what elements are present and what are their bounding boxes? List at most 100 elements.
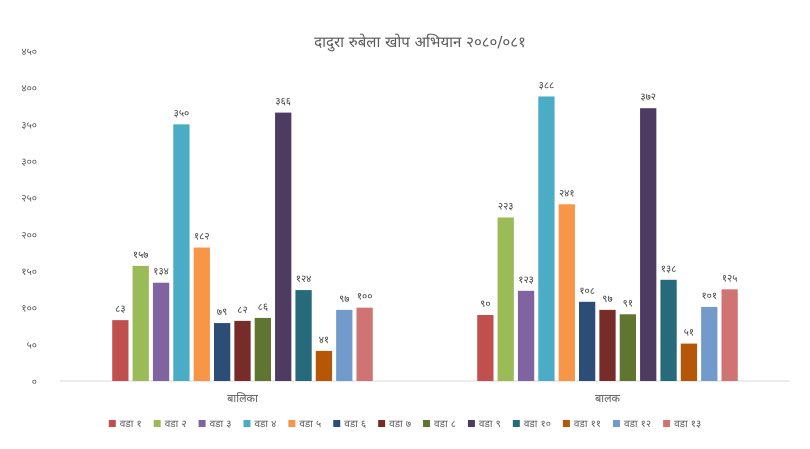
- legend-label: वडा ८: [434, 419, 456, 430]
- data-label: १३८: [661, 264, 677, 275]
- legend-label: वडा १२: [624, 419, 651, 430]
- legend-label: वडा ९: [479, 419, 501, 430]
- legend-swatch: [243, 420, 251, 427]
- y-tick-label: २००: [21, 230, 37, 241]
- legend-item: वडा १०: [512, 419, 551, 430]
- legend-swatch: [108, 420, 116, 427]
- legend-item: वडा १३: [663, 419, 701, 430]
- y-tick-label: ३००: [21, 157, 37, 168]
- legend-item: वडा ९: [467, 419, 501, 430]
- legend-swatch: [333, 420, 341, 427]
- y-tick-label: १००: [21, 304, 37, 315]
- data-label: ९१: [623, 298, 633, 309]
- data-label: १००: [357, 292, 373, 303]
- legend-label: वडा ३: [210, 419, 232, 430]
- bar: [517, 290, 535, 381]
- bar: [152, 282, 170, 381]
- y-tick-label: ४००: [21, 84, 37, 95]
- legend-item: वडा ११: [562, 419, 601, 430]
- data-label: ३५०: [174, 108, 190, 119]
- bar: [619, 314, 636, 381]
- y-tick-label: ०: [32, 377, 37, 388]
- category-label: बालक: [595, 392, 621, 405]
- legend-swatch: [288, 420, 296, 427]
- legend-swatch: [198, 420, 206, 427]
- data-label: २४१: [559, 188, 575, 199]
- legend-item: वडा ७: [378, 419, 411, 430]
- bar: [558, 204, 575, 381]
- data-labels-layer: ८३ १५७ १३४ ३५० १८२ ७९ ८२ ८६ ३६६ १२४ ४१ ९७ १०० ९० २२३ १२…: [115, 80, 737, 345]
- data-label: ३६६: [275, 97, 291, 108]
- legend-item: वडा १२: [613, 419, 651, 430]
- legend-swatch: [378, 420, 386, 427]
- legend-item: वडा ८: [423, 419, 456, 430]
- bar: [721, 289, 738, 381]
- legend-swatch: [423, 420, 431, 427]
- legend-swatch: [613, 420, 621, 427]
- bar: [275, 112, 292, 381]
- data-label: ५१: [684, 328, 694, 339]
- legend-swatch: [663, 420, 671, 427]
- legend-label: वडा १०: [524, 419, 551, 430]
- data-label: ८२: [237, 305, 247, 316]
- bar: [132, 265, 149, 381]
- data-label: २२३: [498, 201, 514, 212]
- bar: [477, 315, 494, 381]
- legend-label: वडा ७: [389, 419, 411, 430]
- bar: [497, 217, 514, 381]
- data-label: ९०: [480, 299, 490, 310]
- category-label: बालिका: [227, 392, 258, 405]
- bar: [356, 307, 373, 381]
- y-tick-label: ५०: [27, 340, 37, 351]
- y-tick-label: ४५०: [21, 47, 37, 58]
- y-tick-label: १५०: [21, 267, 37, 278]
- bar: [173, 124, 190, 381]
- bar: [640, 108, 657, 381]
- data-label: १८२: [194, 232, 210, 243]
- legend-item: वडा ५: [288, 419, 321, 430]
- data-label: १०८: [579, 286, 595, 297]
- legend-item: वडा ४: [243, 419, 276, 430]
- data-label: १३४: [153, 267, 169, 278]
- bar: [660, 279, 677, 381]
- legend-item: वडा २: [153, 419, 187, 430]
- data-label: १०१: [701, 291, 717, 302]
- chart-title: दादुरा रुबेला खोप अभियान २०८०/०८१: [314, 33, 526, 52]
- bar: [234, 320, 251, 381]
- legend-label: वडा ४: [254, 419, 276, 430]
- legend-swatch: [562, 420, 570, 427]
- bar: [579, 301, 596, 381]
- legend-item: वडा ३: [198, 419, 232, 430]
- legend-item: वडा १: [108, 419, 142, 430]
- legend-label: वडा ११: [574, 419, 601, 430]
- legend-swatch: [512, 420, 520, 427]
- legend-label: वडा ५: [299, 419, 321, 430]
- bar: [599, 309, 616, 381]
- bars-layer: [112, 96, 738, 381]
- legend-label: वडा १: [120, 419, 142, 430]
- legend: वडा १ वडा २ वडा ३ वडा ४ वडा ५ वडा ६ वडा ७ वडा ८…: [108, 419, 701, 430]
- data-label: ३८८: [539, 80, 555, 91]
- data-label: ८३: [115, 304, 125, 315]
- data-label: ३७२: [640, 92, 656, 103]
- legend-label: वडा ६: [344, 419, 366, 430]
- legend-item: वडा ६: [333, 419, 366, 430]
- bar: [254, 317, 271, 381]
- bar: [680, 343, 698, 381]
- data-label: ४१: [319, 335, 329, 346]
- data-label: १५७: [133, 250, 149, 261]
- y-tick-label: ३५०: [21, 120, 37, 131]
- data-label: १२३: [518, 275, 534, 286]
- legend-label: वडा १३: [674, 419, 701, 430]
- legend-label: वडा २: [165, 419, 187, 430]
- legend-swatch: [153, 420, 161, 427]
- data-label: १२५: [722, 273, 738, 284]
- bar: [193, 247, 210, 381]
- bar: [214, 323, 231, 381]
- data-label: ८६: [258, 302, 268, 313]
- bar: [112, 320, 129, 381]
- bar: [538, 96, 555, 381]
- bar: [315, 350, 333, 381]
